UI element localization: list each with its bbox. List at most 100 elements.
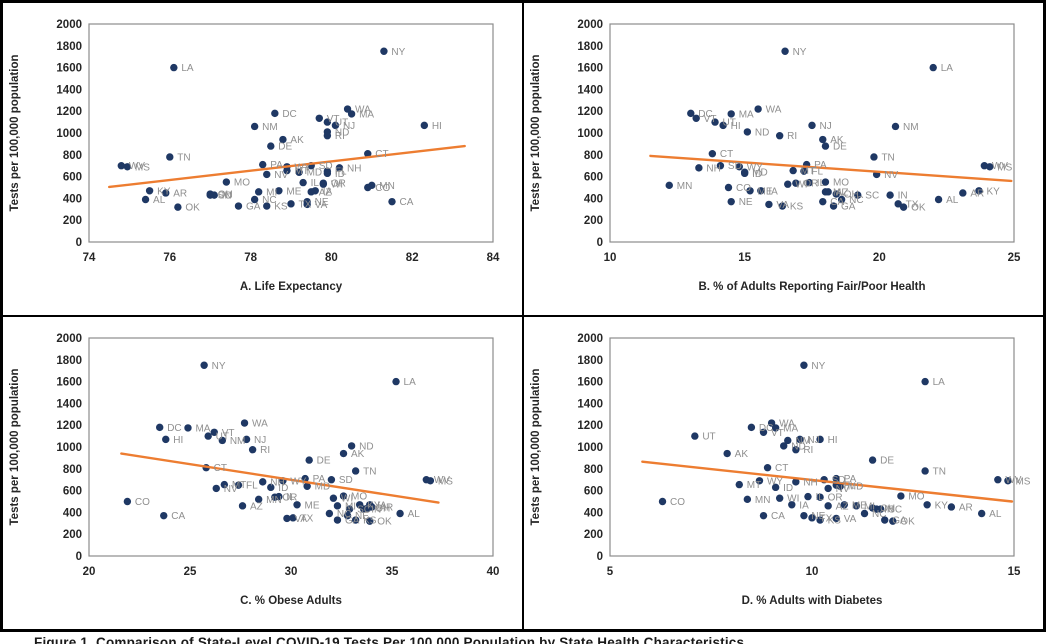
state-label-SC: SC (357, 505, 371, 516)
y-tick-label: 1800 (56, 41, 82, 53)
scatter-point-SD (716, 162, 725, 170)
scatter-point-CA (759, 511, 768, 520)
state-label-NH: NH (803, 477, 817, 488)
state-label-MT: MT (747, 480, 761, 491)
scatter-point-CT (364, 150, 372, 158)
state-label-NV: NV (274, 170, 288, 181)
scatter-point-UT (204, 432, 212, 440)
scatter-point-ND (780, 442, 788, 450)
state-label-LA: LA (941, 63, 954, 74)
x-tick-label: 15 (1008, 566, 1021, 578)
x-tick-label: 78 (244, 252, 257, 264)
state-label-WY: WY (290, 476, 306, 487)
state-label-NC: NC (262, 195, 276, 206)
state-label-IA: IA (323, 186, 333, 197)
state-label-OK: OK (185, 203, 200, 214)
y-tick-label: 1200 (577, 420, 603, 432)
plot-area-border (88, 337, 494, 557)
state-label-VT: VT (771, 428, 784, 439)
state-label-WI: WI (341, 494, 353, 505)
x-tick-label: 15 (738, 252, 751, 264)
state-label-KY: KY (935, 500, 949, 511)
state-label-WI: WI (795, 180, 807, 191)
scatter-point-MO (897, 492, 905, 500)
scatter-point-CO (724, 183, 733, 192)
scatter-point-VT (315, 114, 323, 122)
state-label-MT: MT (232, 480, 246, 491)
state-label-DE: DE (317, 456, 331, 467)
state-label-FL: FL (811, 167, 823, 178)
state-label-TN: TN (177, 152, 190, 163)
state-label-IN: IN (222, 191, 232, 202)
state-label-CT: CT (775, 463, 788, 474)
state-label-IL: IL (286, 492, 295, 503)
scatter-point-AL (977, 509, 986, 518)
state-label-WA: WA (355, 105, 371, 116)
state-label-NH: NH (347, 163, 361, 174)
x-axis-title: D. % Adults with Diabetes (742, 595, 883, 607)
state-label-IN: IN (371, 505, 381, 516)
scatter-point-KY (923, 501, 931, 509)
plot-area-border (609, 337, 1015, 557)
state-label-ND: ND (335, 127, 349, 138)
state-label-OK: OK (911, 203, 926, 214)
state-label-MA: MA (739, 109, 754, 120)
y-tick-label: 1000 (56, 128, 82, 140)
state-label-AL: AL (408, 509, 421, 520)
state-label-ID: ID (278, 483, 288, 494)
scatter-point-NV (263, 170, 271, 179)
state-label-FL: FL (335, 167, 347, 178)
state-label-FL: FL (246, 481, 258, 492)
state-label-AZ: AZ (250, 501, 263, 512)
scatter-point-ME (746, 187, 754, 195)
scatter-point-SC (345, 505, 354, 513)
scatter-point-MN (743, 495, 752, 504)
state-label-NE: NE (315, 197, 329, 208)
state-label-MI: MI (833, 187, 844, 198)
x-axis-title: A. Life Expectancy (240, 281, 343, 293)
state-label-VT: VT (704, 114, 717, 125)
scatter-point-AK (819, 135, 827, 144)
state-label-WA: WA (766, 105, 782, 116)
state-label-SC: SC (865, 191, 879, 202)
x-tick-label: 84 (487, 252, 500, 264)
y-tick-label: 600 (584, 486, 603, 498)
state-label-AK: AK (351, 449, 365, 460)
state-label-NM: NM (795, 436, 811, 447)
state-label-NE: NE (355, 511, 369, 522)
scatter-point-NM (891, 122, 900, 131)
y-tick-label: 1000 (56, 442, 82, 454)
state-label-MI: MI (266, 187, 277, 198)
scatter-point-NY (800, 361, 808, 369)
scatter-point-NY (380, 47, 388, 55)
scatter-point-RI (792, 446, 800, 454)
y-tick-label: 1200 (577, 106, 603, 118)
state-label-AL: AL (989, 509, 1002, 520)
scatter-point-KS (778, 202, 787, 210)
scatter-point-PA (301, 474, 309, 483)
scatter-point-IL (804, 492, 812, 501)
scatter-point-IL (805, 178, 814, 187)
scatter-point-MA (184, 424, 192, 432)
scatter-point-OR (792, 179, 800, 187)
y-tick-label: 1200 (56, 106, 82, 118)
trend-line (107, 144, 466, 189)
y-tick-label: 600 (584, 172, 603, 184)
scatter-point-ID (267, 483, 275, 492)
state-label-DC: DC (698, 109, 712, 120)
scatter-point-MD (295, 168, 303, 176)
state-label-RI: RI (335, 131, 345, 142)
state-label-ME: ME (305, 500, 320, 511)
state-label-UT: UT (723, 118, 736, 129)
scatter-point-MT (283, 166, 291, 175)
state-label-WY: WY (767, 476, 783, 487)
state-label-ID: ID (783, 483, 793, 494)
state-label-KY: KY (367, 500, 381, 511)
x-tick-label: 30 (285, 566, 298, 578)
scatter-point-WI (329, 494, 338, 502)
y-tick-label: 200 (63, 529, 82, 541)
scatter-point-MS (1004, 477, 1012, 485)
state-label-CA: CA (771, 511, 785, 522)
state-label-MS: MS (438, 476, 453, 487)
scatter-point-ND (743, 128, 752, 136)
